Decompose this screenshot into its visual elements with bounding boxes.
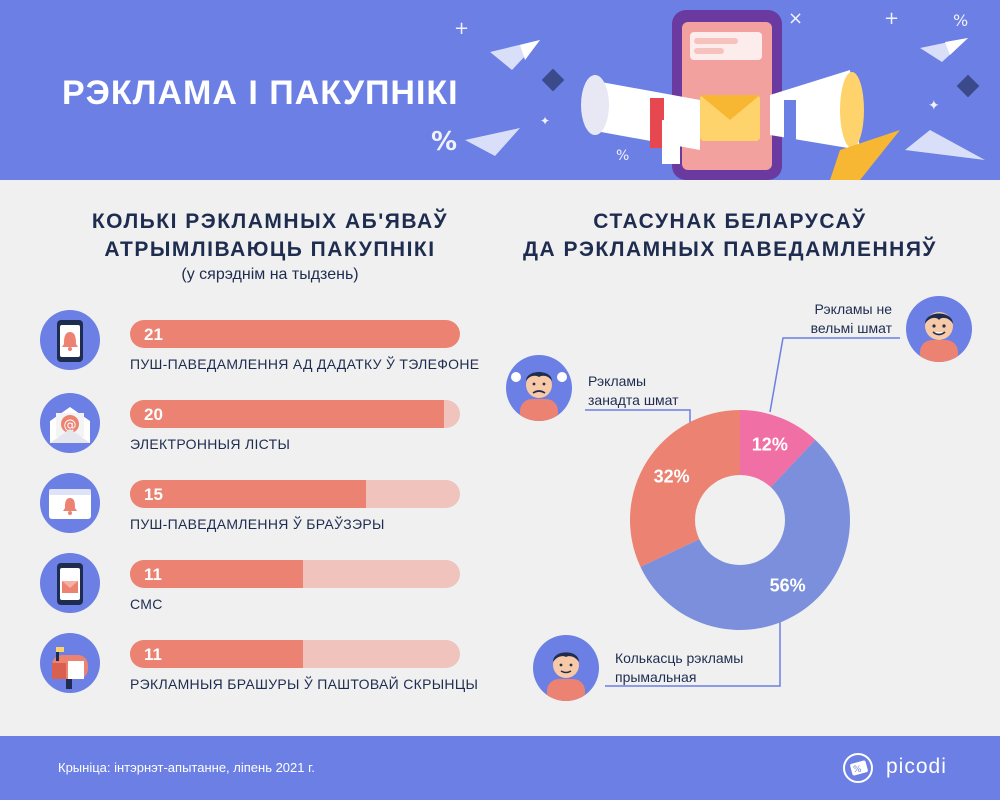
phone-envelope-icon <box>40 553 100 613</box>
annotation-too-much-text: Рэкламы занадта шмат <box>588 373 679 408</box>
svg-text:%: % <box>853 765 862 775</box>
picodi-logo: % picodi <box>838 750 968 786</box>
left-title-line-2: АТРЫМЛІВАЮЦЬ ПАКУПНІКІ <box>104 238 436 261</box>
logo-mark-icon: % <box>843 753 873 783</box>
phone-bell-icon <box>40 310 100 370</box>
bar-category-label: СМС <box>130 596 163 612</box>
svg-text:✦: ✦ <box>928 98 940 114</box>
left-chart-title: КОЛЬКІ РЭКЛАМНЫХ АБ'ЯВАЎ АТРЫМЛІВАЮЦЬ ПА… <box>40 208 500 264</box>
bar-value-label: 11 <box>144 565 162 584</box>
svg-text:+: + <box>884 8 899 29</box>
bar <box>130 560 303 588</box>
bar-track: 11 <box>130 560 460 588</box>
bar <box>130 640 303 668</box>
header-banner: + × + % % % ✦ ✦ ✦ <box>0 0 1000 180</box>
annotation-too-much: Рэкламы занадта шмат <box>588 372 688 410</box>
svg-text:@: @ <box>64 418 77 433</box>
bar <box>130 320 460 348</box>
avatar-not-much <box>906 296 972 362</box>
right-title-line-2: ДА РЭКЛАМНЫХ ПАВЕДАМЛЕННЯЎ <box>523 238 937 261</box>
mailbox-icon <box>40 633 100 693</box>
donut-slice <box>629 409 740 567</box>
bar <box>130 480 366 508</box>
leader-line-not-much <box>769 337 900 413</box>
left-chart-subtitle: (у сярэднім на тыдзень) <box>181 266 359 283</box>
svg-text:%: % <box>616 148 629 164</box>
svg-text:✦: ✦ <box>540 114 550 128</box>
bar-value-label: 20 <box>144 405 163 424</box>
leader-line-too-much <box>585 409 691 425</box>
email-at-icon: @ <box>40 393 100 453</box>
donut-value-label: 32% <box>654 467 690 487</box>
annotation-acceptable: Колькасць рэкламы прымальная <box>615 649 775 687</box>
header-decoration: + × + % % % ✦ ✦ ✦ <box>431 8 985 180</box>
donut-slice <box>740 410 816 488</box>
svg-text:+: + <box>454 18 469 39</box>
donut-value-label: 12% <box>752 435 788 455</box>
page-title: РЭКЛАМА І ПАКУПНІКІ <box>62 74 459 112</box>
annotation-acceptable-text: Колькасць рэкламы прымальная <box>615 650 744 685</box>
bar-track: 20 <box>130 400 460 428</box>
donut-hole <box>695 475 785 565</box>
svg-text:×: × <box>788 8 803 29</box>
svg-text:%: % <box>431 127 457 157</box>
annotation-not-much-text: Рэкламы не вельмі шмат <box>810 301 892 336</box>
right-chart-title: СТАСУНАК БЕЛАРУСАЎ ДА РЭКЛАМНЫХ ПАВЕДАМЛ… <box>490 208 970 264</box>
source-note: Крыніца: інтэрнэт-апытанне, ліпень 2021 … <box>58 760 315 775</box>
avatar-acceptable <box>533 635 599 701</box>
donut-value-label: 56% <box>770 576 806 596</box>
annotation-not-much: Рэкламы не вельмі шмат <box>786 300 892 338</box>
bar-category-label: ПУШ-ПАВЕДАМЛЕННЯ АД ДАДАТКУ Ў ТЭЛЕФОНЕ <box>130 356 480 372</box>
bar-track: 21 <box>130 320 460 348</box>
bar <box>130 400 445 428</box>
bar-category-label: ПУШ-ПАВЕДАМЛЕННЯ Ў БРАЎЗЭРЫ <box>130 516 385 532</box>
bar-value-label: 15 <box>144 485 163 504</box>
bar-category-label: РЭКЛАМНЫЯ БРАШУРЫ Ў ПАШТОВАЙ СКРЫНЦЫ <box>130 676 479 692</box>
bar-value-label: 21 <box>144 325 163 344</box>
right-title-line-1: СТАСУНАК БЕЛАРУСАЎ <box>593 210 867 233</box>
bar-category-label: ЭЛЕКТРОННЫЯ ЛІСТЫ <box>130 436 291 452</box>
bar-value-label: 11 <box>144 645 162 664</box>
footer: Крыніца: інтэрнэт-апытанне, ліпень 2021 … <box>0 736 1000 800</box>
browser-bell-icon <box>40 473 100 533</box>
bar-track: 11 <box>130 640 460 668</box>
left-title-line-1: КОЛЬКІ РЭКЛАМНЫХ АБ'ЯВАЎ <box>91 210 449 233</box>
logo-text: picodi <box>886 755 947 778</box>
bar-track: 15 <box>130 480 460 508</box>
svg-text:%: % <box>953 11 968 30</box>
avatar-too-much <box>506 355 572 421</box>
donut-slice <box>640 439 850 631</box>
